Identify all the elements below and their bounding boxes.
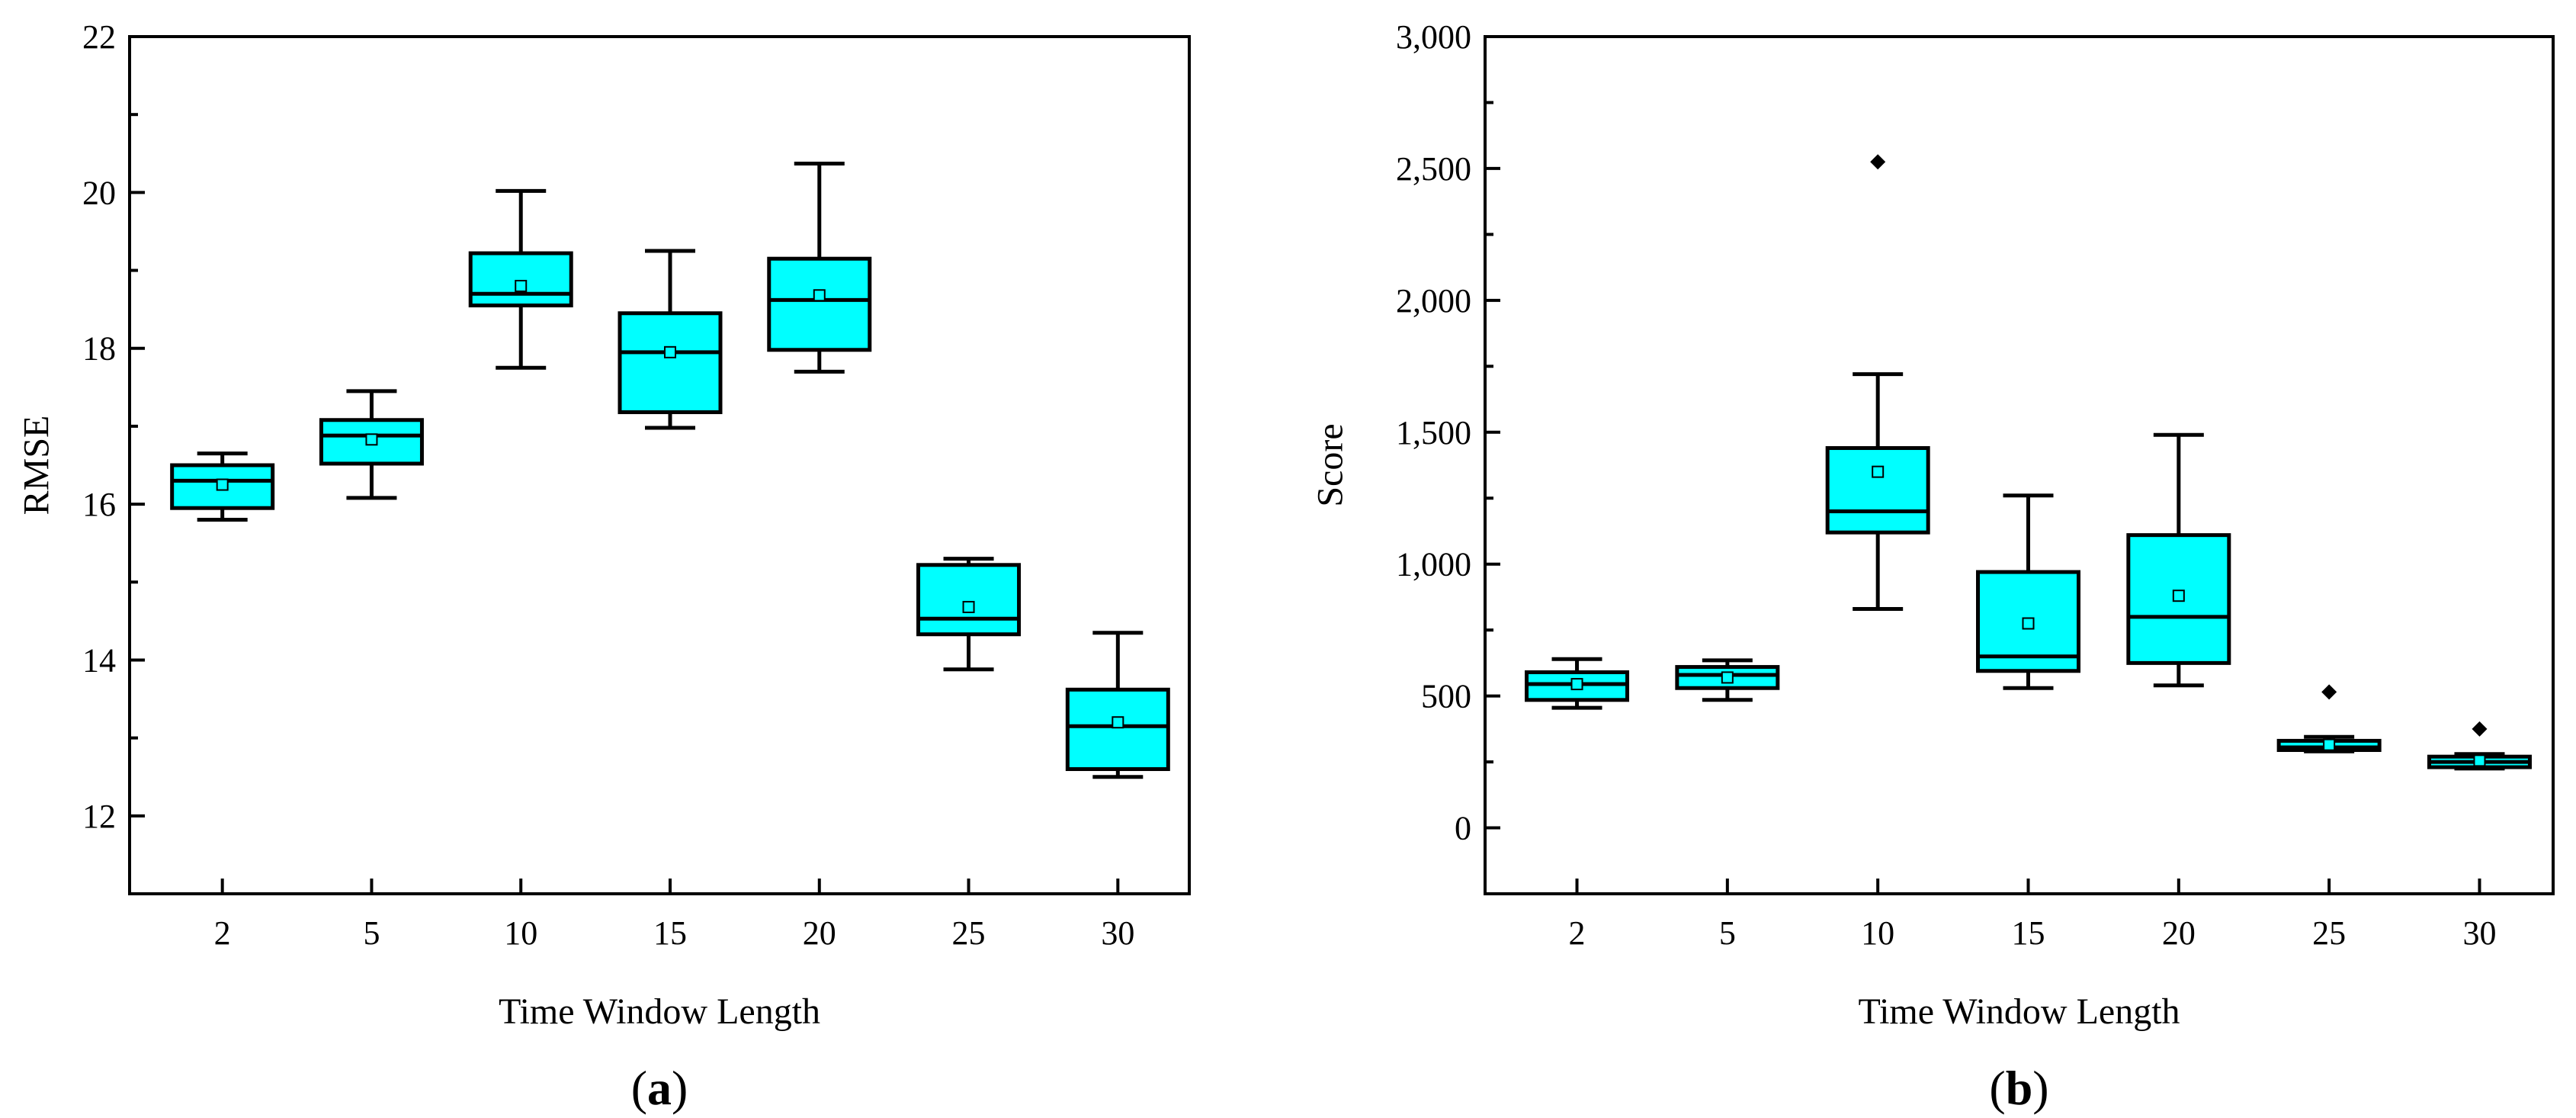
x-axis-title: Time Window Length — [499, 991, 820, 1032]
outlier-point — [2472, 721, 2488, 737]
box-body — [319, 418, 424, 466]
mean-marker — [2473, 754, 2486, 767]
mean-marker — [515, 279, 528, 292]
mean-marker — [216, 478, 229, 491]
box-5: 5 — [319, 389, 424, 952]
x-tick-label: 30 — [1101, 914, 1134, 952]
y-tick-label: 3,000 — [1396, 18, 1471, 56]
box-body — [618, 311, 723, 415]
panel-label-open-paren: ( — [1989, 1061, 2005, 1115]
x-tick-label: 25 — [2312, 914, 2346, 952]
mean-marker — [962, 600, 975, 613]
panel-label-close-paren: ) — [2032, 1061, 2048, 1115]
x-tick-label: 5 — [1719, 914, 1736, 952]
box-body — [1065, 687, 1170, 772]
box-15: 15 — [618, 249, 723, 952]
mean-marker — [1112, 716, 1124, 729]
outlier-point — [1870, 154, 1886, 170]
x-tick-label: 10 — [504, 914, 537, 952]
x-tick-label: 15 — [653, 914, 687, 952]
x-tick-label: 2 — [214, 914, 231, 952]
y-tick-label: 18 — [82, 330, 116, 368]
panel-label: (b) — [1989, 1061, 2048, 1115]
x-tick-label: 15 — [2012, 914, 2045, 952]
y-tick-label: 0 — [1455, 810, 1471, 847]
box-20: 20 — [2126, 432, 2231, 952]
mean-marker — [365, 433, 378, 446]
panel-label-close-paren: ) — [672, 1061, 688, 1115]
box-body — [767, 256, 872, 352]
x-tick-label: 25 — [952, 914, 986, 952]
box-2: 2 — [1525, 657, 1630, 952]
x-tick-label: 10 — [1861, 914, 1894, 952]
box-10: 10 — [468, 188, 573, 952]
box-2: 2 — [170, 451, 275, 952]
y-tick-label: 1,500 — [1396, 414, 1471, 451]
box-30: 30 — [1065, 631, 1170, 952]
box-body — [1825, 446, 1930, 535]
x-tick-label: 30 — [2462, 914, 2496, 952]
outlier-point — [2321, 684, 2337, 700]
y-tick-label: 500 — [1421, 678, 1471, 715]
box-body — [468, 251, 573, 308]
y-tick-label: 12 — [82, 798, 116, 835]
box-body — [1525, 670, 1630, 702]
box-30: 30 — [2427, 721, 2532, 952]
y-tick-label: 20 — [82, 174, 116, 211]
mean-marker — [1872, 465, 1885, 478]
plot-frame — [128, 35, 1191, 895]
box-15: 15 — [1976, 493, 2080, 952]
x-tick-label: 20 — [803, 914, 836, 952]
y-tick-label: 2,000 — [1396, 282, 1471, 320]
y-axis-title: RMSE — [17, 416, 57, 516]
box-10: 10 — [1825, 154, 1930, 952]
box-5: 5 — [1675, 658, 1780, 952]
y-tick-label: 2,500 — [1396, 150, 1471, 188]
y-axis-title: Score — [1310, 423, 1351, 506]
box-20: 20 — [767, 162, 872, 952]
box-25: 25 — [916, 557, 1022, 952]
y-tick-label: 16 — [82, 486, 116, 523]
y-tick-label: 14 — [82, 641, 116, 679]
y-tick-label: 1,000 — [1396, 546, 1471, 583]
mean-marker — [2022, 617, 2035, 630]
x-tick-label: 2 — [1569, 914, 1586, 952]
mean-marker — [1570, 678, 1583, 691]
x-axis-title: Time Window Length — [1858, 991, 2180, 1032]
panel-label-open-paren: ( — [631, 1061, 647, 1115]
panel-label: (a) — [631, 1061, 688, 1115]
x-tick-label: 20 — [2162, 914, 2196, 952]
box-body — [916, 563, 1022, 637]
mean-marker — [664, 345, 676, 358]
x-tick-label: 5 — [363, 914, 380, 952]
mean-marker — [2323, 738, 2336, 751]
panel-label-letter: a — [647, 1061, 672, 1115]
box-25: 25 — [2276, 684, 2382, 952]
mean-marker — [1721, 671, 1734, 684]
panel-label-letter: b — [2006, 1061, 2033, 1115]
mean-marker — [2172, 590, 2185, 602]
mean-marker — [813, 289, 826, 302]
y-tick-label: 22 — [82, 18, 116, 56]
plot-frame — [1484, 35, 2555, 895]
